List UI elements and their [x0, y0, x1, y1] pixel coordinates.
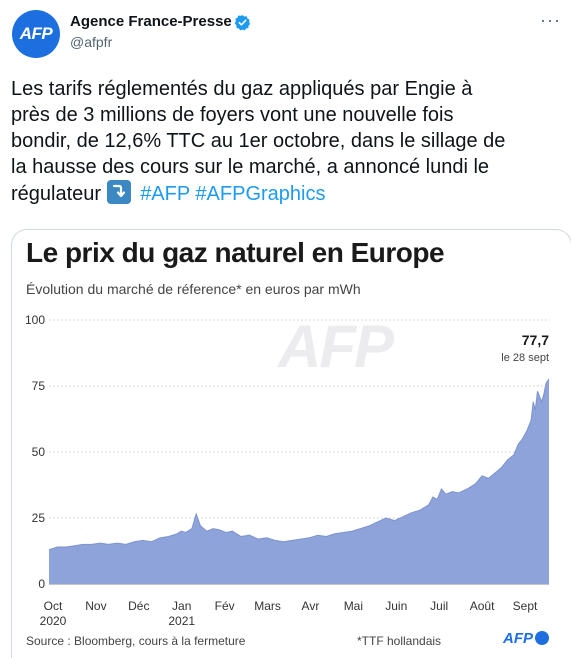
- x-tick-label: Juil: [430, 599, 448, 613]
- y-tick-label: 75: [32, 379, 46, 393]
- tweet-line: près de 3 millions de foyers vont une no…: [11, 104, 454, 126]
- arrow-down-right-emoji-icon: [106, 180, 131, 204]
- tweet-line: bondir, de 12,6% TTC au 1er octobre, dan…: [11, 130, 506, 152]
- chart-footnote: *TTF hollandais: [357, 634, 442, 648]
- callout-date: le 28 sept: [501, 352, 549, 364]
- y-tick-label: 0: [38, 577, 45, 591]
- tweet-last-line: régulateur #AFP #AFPGraphics: [11, 180, 567, 207]
- afp-watermark: AFP: [278, 313, 394, 380]
- account-avatar[interactable]: AFP: [12, 10, 60, 58]
- gas-price-area: [49, 378, 549, 584]
- x-tick-label: Sept: [513, 599, 538, 613]
- x-tick-label: Nov: [85, 599, 106, 613]
- chart-subtitle: Évolution du marché de réference* en eur…: [26, 281, 361, 297]
- y-tick-label: 25: [32, 511, 46, 525]
- account-name[interactable]: Agence France-Presse: [70, 13, 232, 30]
- x-tick-label: Déc: [128, 599, 149, 613]
- x-tick-year-label: 2021: [168, 614, 195, 628]
- callout-value: 77,7: [522, 332, 549, 348]
- x-tick-label: Août: [470, 599, 495, 613]
- chart-title: Le prix du gaz naturel en Europe: [26, 237, 445, 268]
- x-tick-label: Oct: [44, 599, 63, 613]
- hashtag-afpgraphics-link[interactable]: #AFPGraphics: [195, 183, 326, 205]
- x-tick-label: Mai: [344, 599, 363, 613]
- chart-source: Source : Bloomberg, cours à la fermeture: [26, 634, 246, 648]
- afp-logo-dot-icon: [535, 631, 549, 645]
- y-tick-label: 50: [32, 445, 46, 459]
- tweet-text: Les tarifs réglementés du gaz appliqués …: [11, 76, 567, 207]
- x-tick-label: Juin: [385, 599, 407, 613]
- afp-logo-text: AFP: [503, 630, 533, 647]
- tweet-line: Les tarifs réglementés du gaz appliqués …: [11, 78, 473, 100]
- gas-price-line: [48, 378, 550, 551]
- x-tick-year-label: 2020: [40, 614, 67, 628]
- tweet-last-line-text: régulateur: [11, 183, 102, 205]
- x-tick-label: Avr: [302, 599, 320, 613]
- x-tick-label: Mars: [254, 599, 281, 613]
- account-handle[interactable]: @afpfr: [70, 34, 113, 50]
- avatar-logo-text: AFP: [19, 24, 53, 43]
- y-tick-label: 100: [25, 313, 45, 327]
- x-tick-label: Jan: [172, 599, 191, 613]
- tweet-line: la hausse des cours sur le marché, a ann…: [11, 156, 490, 178]
- x-tick-label: Fév: [215, 599, 235, 613]
- media-card[interactable]: [11, 229, 571, 658]
- verified-badge-icon: [234, 15, 251, 31]
- more-options-icon[interactable]: ···: [540, 10, 561, 30]
- afp-logo: AFP: [503, 630, 549, 647]
- hashtag-afp-link[interactable]: #AFP: [140, 183, 190, 205]
